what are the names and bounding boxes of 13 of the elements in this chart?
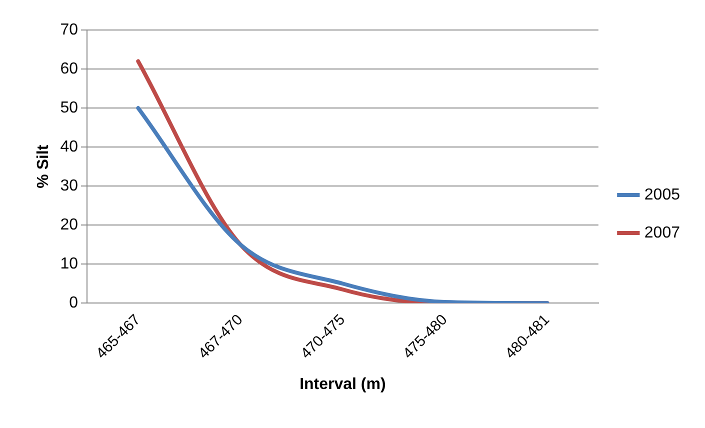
legend-label: 2007: [644, 224, 680, 242]
y-tick-label: 50: [60, 99, 78, 116]
y-axis-title: % Silt: [35, 144, 52, 188]
y-tick-label: 30: [60, 177, 78, 194]
y-tick-label: 0: [69, 294, 78, 312]
legend-label: 2005: [644, 186, 680, 204]
y-tick-label: 40: [60, 138, 78, 156]
y-tick-label: 20: [60, 216, 78, 234]
x-axis-title: Interval (m): [300, 376, 386, 393]
y-tick-label: 10: [60, 256, 78, 273]
y-tick-label: 60: [60, 60, 78, 78]
line-series: [136, 106, 550, 304]
y-tick-label: 70: [60, 21, 78, 38]
